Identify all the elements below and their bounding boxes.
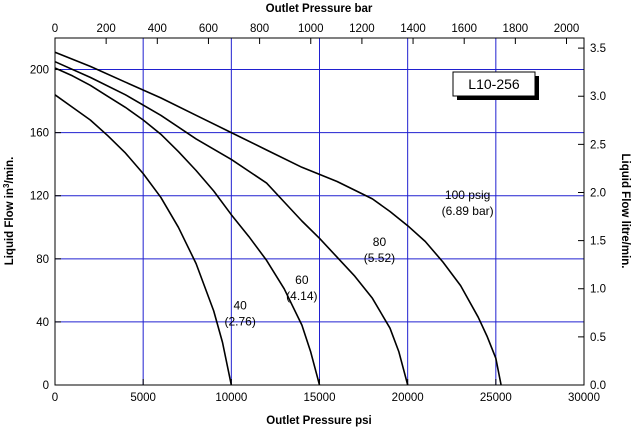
y-left-tick-label: 0 (43, 380, 49, 392)
x-bottom-tick-label: 10000 (215, 392, 247, 404)
y-right-tick-label: 2.0 (590, 187, 606, 199)
grid-lines (55, 38, 584, 385)
series-annotation-line2: (4.14) (286, 289, 317, 303)
series-annotation-line1: 80 (373, 235, 387, 249)
y-left-tick-label: 80 (36, 254, 49, 266)
y-left-label-prefix: Liquid Flow in (4, 188, 16, 265)
y-left-label-superscript: 3 (2, 183, 11, 188)
x-top-tick-label: 400 (148, 23, 167, 35)
y-right-tick-label: 1.0 (590, 284, 606, 296)
model-label-box (452, 71, 536, 97)
y-right-tick-label: 0.0 (590, 380, 606, 392)
y-right-tick-label: 3.5 (590, 43, 606, 55)
x-top-tick-label: 1400 (400, 23, 426, 35)
model-label: L10-256 (468, 76, 520, 92)
x-top-tick-label: 600 (199, 23, 218, 35)
x-bottom-axis-title: Outlet Pressure psi (266, 415, 371, 427)
series-annotation-line1: 40 (233, 298, 247, 312)
flow-curves (54, 51, 502, 386)
x-bottom-tick-label: 25000 (480, 392, 512, 404)
x-top-tick-label: 0 (52, 23, 58, 35)
x-top-tick-label: 2000 (554, 23, 580, 35)
y-left-axis-title: Liquid Flow in3/min. (2, 157, 16, 266)
y-left-tick-label: 120 (30, 191, 49, 203)
x-top-tick-label: 800 (250, 23, 269, 35)
y-right-tick-label: 1.5 (590, 236, 606, 248)
x-bottom-tick-label: 15000 (304, 392, 336, 404)
x-bottom-tick-label: 0 (52, 392, 58, 404)
x-bottom-tick-label: 20000 (392, 392, 424, 404)
series-line (54, 67, 321, 386)
x-top-tick-label: 1600 (451, 23, 477, 35)
curve-annotations: 40 (2.76) 60 (4.14) 80 (5.52) 100 psig (6.89 ba… (224, 188, 493, 328)
series-line (54, 94, 233, 386)
x-top-tick-label: 1800 (503, 23, 529, 35)
x-top-tick-label: 200 (97, 23, 116, 35)
y-left-label-suffix: /min. (4, 157, 16, 184)
series-line (54, 51, 502, 386)
y-right-tick-label: 2.5 (590, 139, 606, 151)
y-left-tick-label: 160 (30, 128, 49, 140)
y-left-tick-label: 40 (36, 317, 49, 329)
plot-frame (54, 37, 585, 386)
y-right-tick-label: 0.5 (590, 332, 606, 344)
y-left-tick-label: 200 (30, 65, 49, 77)
x-top-tick-label: 1200 (349, 23, 375, 35)
y-right-axis-title: Liquid Flow litre/min. (619, 154, 631, 269)
series-annotation-line1: 100 psig (445, 188, 490, 202)
series-annotation-line2: (5.52) (364, 251, 395, 265)
series-annotation-line1: 60 (295, 273, 309, 287)
series-line (54, 60, 409, 386)
x-bottom-tick-label: 30000 (568, 392, 600, 404)
series-annotation-line2: (6.89 bar) (442, 204, 494, 218)
x-top-axis-title: Outlet Pressure bar (266, 3, 373, 15)
series-annotation-line2: (2.76) (224, 314, 255, 328)
x-bottom-tick-label: 5000 (130, 392, 156, 404)
y-right-tick-label: 3.0 (590, 91, 606, 103)
x-top-tick-label: 1000 (298, 23, 324, 35)
